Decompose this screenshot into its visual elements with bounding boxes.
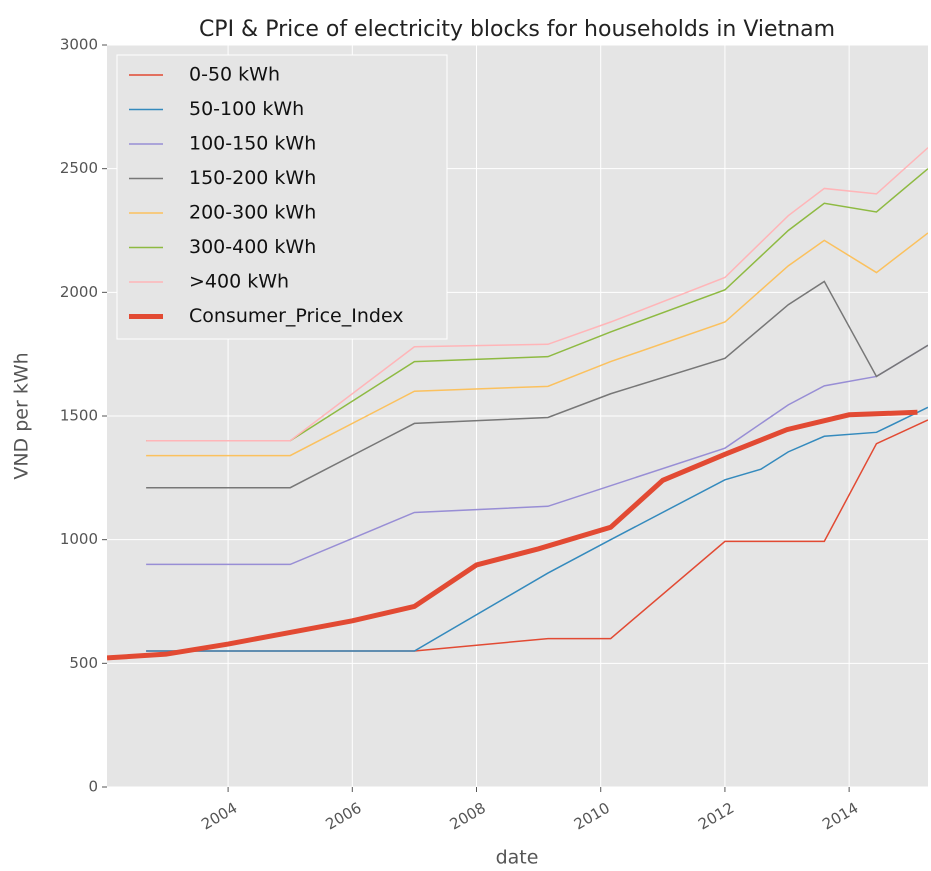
legend-label: >400 kWh <box>189 271 289 293</box>
y-tick-label: 3000 <box>60 36 98 54</box>
legend-label: Consumer_Price_Index <box>189 305 404 327</box>
x-tick-label: 2012 <box>695 799 737 834</box>
y-tick-label: 0 <box>88 778 98 796</box>
series-line <box>146 147 928 442</box>
series-line <box>146 406 928 652</box>
legend-label: 100-150 kWh <box>189 133 316 155</box>
legend-label: 300-400 kWh <box>189 236 316 258</box>
series-line <box>107 409 918 661</box>
x-tick-label: 2004 <box>198 799 240 834</box>
chart-title: CPI & Price of electricity blocks for ho… <box>199 17 835 42</box>
series-line <box>146 419 928 652</box>
y-tick-label: 2000 <box>60 283 98 301</box>
y-tick-label: 2500 <box>60 159 98 177</box>
legend-box <box>116 54 448 340</box>
y-axis-label: VND per kWh <box>11 352 33 479</box>
series-line <box>146 280 928 489</box>
series-line <box>146 168 928 442</box>
series-line <box>146 344 928 566</box>
y-tick-label: 1500 <box>60 407 98 425</box>
x-tick-label: 2006 <box>322 799 364 834</box>
y-tick-label: 1000 <box>60 530 98 548</box>
x-axis-label: date <box>496 847 539 869</box>
y-tick-label: 500 <box>69 654 98 672</box>
legend-label: 150-200 kWh <box>189 167 316 189</box>
legend-label: 200-300 kWh <box>189 202 316 224</box>
x-tick-label: 2008 <box>447 799 489 834</box>
x-tick-label: 2014 <box>819 799 861 834</box>
series-line <box>146 232 928 457</box>
x-tick-label: 2010 <box>571 799 613 834</box>
legend-label: 50-100 kWh <box>189 98 304 120</box>
legend-label: 0-50 kWh <box>189 64 280 86</box>
